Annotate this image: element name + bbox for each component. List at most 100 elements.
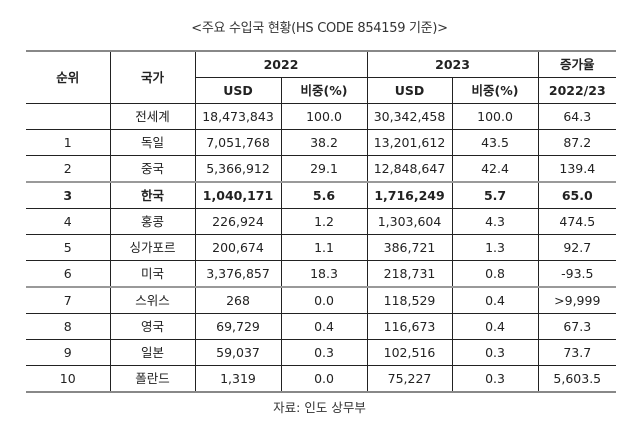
cell-growth: 5,603.5: [537, 365, 617, 393]
cell-growth: 73.7: [537, 339, 617, 366]
cell-rank: 3: [26, 181, 111, 209]
header-share-2022: 비중(%): [280, 77, 368, 104]
cell-share-2023: 42.4: [451, 155, 539, 183]
cell-country: 일본: [109, 339, 196, 366]
cell-share-2022: 0.3: [280, 339, 368, 366]
cell-usd-2023: 116,673: [366, 313, 453, 340]
cell-usd-2022: 3,376,857: [194, 260, 282, 288]
cell-share-2022: 100.0: [280, 103, 368, 130]
cell-usd-2022: 226,924: [194, 208, 282, 235]
cell-country: 전세계: [109, 103, 196, 130]
table-row: 8 영국 69,729 0.4 116,673 0.4 67.3: [26, 313, 617, 340]
table-row: 10 폴란드 1,319 0.0 75,227 0.3 5,603.5: [26, 365, 617, 393]
cell-usd-2022: 1,040,171: [194, 181, 282, 209]
cell-share-2022: 1.2: [280, 208, 368, 235]
table-row: 4 홍콩 226,924 1.2 1,303,604 4.3 474.5: [26, 208, 617, 235]
cell-rank: [26, 103, 111, 130]
cell-share-2022: 0.0: [280, 286, 368, 314]
cell-country: 독일: [109, 129, 196, 156]
cell-share-2022: 0.4: [280, 313, 368, 340]
cell-rank: 4: [26, 208, 111, 235]
cell-share-2023: 4.3: [451, 208, 539, 235]
cell-usd-2023: 386,721: [366, 234, 453, 261]
cell-share-2023: 5.7: [451, 181, 539, 209]
cell-share-2023: 0.8: [451, 260, 539, 288]
cell-country: 싱가포르: [109, 234, 196, 261]
header-usd-2022: USD: [195, 77, 282, 104]
header-year-2023: 2023: [366, 50, 539, 78]
header-rank: 순위: [26, 50, 111, 104]
table-row: 1 독일 7,051,768 38.2 13,201,612 43.5 87.2: [26, 129, 617, 156]
cell-usd-2022: 1,319: [194, 365, 282, 393]
cell-usd-2023: 218,731: [366, 260, 453, 288]
cell-usd-2023: 75,227: [366, 365, 453, 393]
cell-growth: -93.5: [537, 260, 617, 288]
cell-growth: 92.7: [537, 234, 617, 261]
cell-share-2022: 38.2: [280, 129, 368, 156]
cell-usd-2022: 59,037: [194, 339, 282, 366]
cell-usd-2023: 13,201,612: [366, 129, 453, 156]
cell-share-2023: 0.3: [451, 339, 539, 366]
table-row: 5 싱가포르 200,674 1.1 386,721 1.3 92.7: [26, 234, 617, 261]
cell-share-2022: 5.6: [280, 181, 368, 209]
cell-growth: 65.0: [537, 181, 617, 209]
cell-usd-2022: 5,366,912: [194, 155, 282, 183]
table-row: 9 일본 59,037 0.3 102,516 0.3 73.7: [26, 339, 617, 366]
cell-usd-2022: 69,729: [194, 313, 282, 340]
import-table: 순위 국가 2022 2023 증가율 USD 비중(%) USD 비중(%) …: [26, 50, 617, 393]
cell-growth: 139.4: [537, 155, 617, 183]
header-share-2023: 비중(%): [451, 77, 539, 104]
cell-share-2023: 1.3: [451, 234, 539, 261]
cell-rank: 6: [26, 260, 111, 288]
cell-rank: 8: [26, 313, 111, 340]
header-growth-period: 2022/23: [537, 77, 617, 104]
header-year-2022: 2022: [194, 50, 368, 78]
cell-rank: 5: [26, 234, 111, 261]
cell-growth: 87.2: [537, 129, 617, 156]
cell-country: 폴란드: [109, 365, 196, 393]
table-row: 7 스위스 268 0.0 118,529 0.4 >9,999: [26, 286, 617, 314]
cell-growth: 474.5: [537, 208, 617, 235]
cell-share-2022: 0.0: [280, 365, 368, 393]
header-country: 국가: [109, 50, 196, 104]
cell-share-2023: 0.3: [451, 365, 539, 393]
cell-rank: 9: [26, 339, 111, 366]
cell-country: 스위스: [109, 286, 196, 314]
cell-country: 중국: [109, 155, 196, 183]
cell-growth: >9,999: [537, 286, 617, 314]
cell-growth: 67.3: [537, 313, 617, 340]
cell-country: 한국: [109, 181, 196, 209]
cell-share-2022: 1.1: [280, 234, 368, 261]
cell-usd-2022: 268: [194, 286, 282, 314]
source-note: 자료: 인도 상무부: [273, 400, 366, 415]
cell-usd-2023: 30,342,458: [366, 103, 453, 130]
cell-rank: 7: [26, 286, 111, 314]
cell-country: 미국: [109, 260, 196, 288]
header-growth: 증가율: [537, 50, 617, 78]
cell-usd-2022: 7,051,768: [194, 129, 282, 156]
cell-usd-2022: 18,473,843: [194, 103, 282, 130]
cell-usd-2022: 200,674: [194, 234, 282, 261]
table-row: 2 중국 5,366,912 29.1 12,848,647 42.4 139.…: [26, 155, 617, 183]
cell-country: 영국: [109, 313, 196, 340]
cell-share-2022: 29.1: [280, 155, 368, 183]
table-row-highlight: 3 한국 1,040,171 5.6 1,716,249 5.7 65.0: [26, 181, 617, 209]
cell-usd-2023: 12,848,647: [366, 155, 453, 183]
cell-usd-2023: 1,303,604: [366, 208, 453, 235]
cell-growth: 64.3: [537, 103, 617, 130]
cell-share-2023: 100.0: [451, 103, 539, 130]
cell-country: 홍콩: [109, 208, 196, 235]
cell-rank: 2: [26, 155, 111, 183]
table-row: 6 미국 3,376,857 18.3 218,731 0.8 -93.5: [26, 260, 617, 288]
cell-rank: 1: [26, 129, 111, 156]
cell-share-2023: 43.5: [451, 129, 539, 156]
cell-usd-2023: 102,516: [366, 339, 453, 366]
cell-rank: 10: [26, 365, 111, 393]
cell-share-2022: 18.3: [280, 260, 368, 288]
cell-usd-2023: 118,529: [366, 286, 453, 314]
cell-share-2023: 0.4: [451, 313, 539, 340]
table-row: 전세계 18,473,843 100.0 30,342,458 100.0 64…: [26, 103, 617, 130]
cell-share-2023: 0.4: [451, 286, 539, 314]
table-title: <주요 수입국 현황(HS CODE 854159 기준)>: [191, 21, 448, 36]
cell-usd-2023: 1,716,249: [366, 181, 453, 209]
